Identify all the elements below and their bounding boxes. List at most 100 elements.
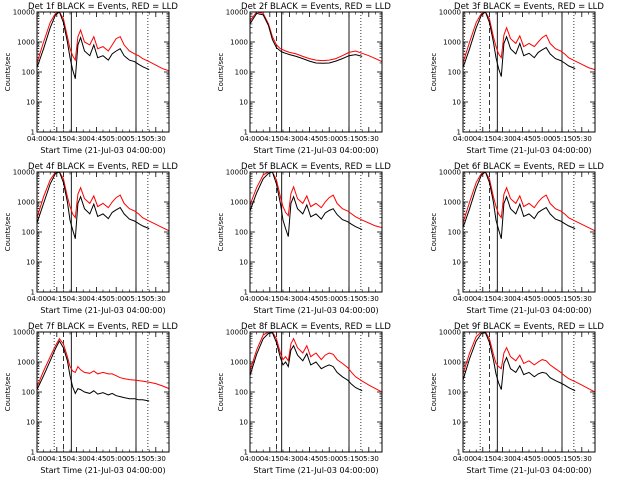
x-tick-label: 05:15: [339, 135, 359, 143]
panel-6: Det 6f BLACK = Events, RED = LLD Counts/s…: [430, 162, 604, 315]
x-tick-label: 05:15: [339, 455, 359, 463]
x-tick-label: 05:30: [572, 455, 592, 463]
x-tick-label: 05:30: [146, 455, 166, 463]
series-line-events: [463, 12, 576, 77]
x-tick-label: 05:30: [359, 295, 379, 303]
x-tick-label: 05:00: [532, 455, 552, 463]
x-tick-label: 04:15: [260, 135, 280, 143]
x-tick-label: 05:15: [552, 135, 572, 143]
x-tick-label: 04:30: [493, 295, 513, 303]
y-tick-label: 10000: [439, 329, 461, 337]
x-tick-label: 05:15: [126, 455, 146, 463]
x-tick-label: 04:15: [47, 295, 67, 303]
y-tick-label: 10000: [439, 9, 461, 17]
x-tick-label: 05:30: [146, 295, 166, 303]
x-tick-label: 05:15: [339, 295, 359, 303]
y-tick-label: 1: [31, 289, 35, 297]
x-tick-label: 04:00: [27, 455, 47, 463]
y-tick-label: 10: [26, 419, 35, 427]
panel-title: Det 4f BLACK = Events, RED = LLD: [28, 162, 178, 172]
panel-title: Det 6f BLACK = Events, RED = LLD: [454, 162, 604, 172]
y-tick-label: 1: [31, 449, 35, 457]
x-tick-label: 04:15: [473, 455, 493, 463]
x-tick-label: 04:30: [280, 135, 300, 143]
y-tick-label: 100: [235, 229, 248, 237]
y-axis-label: Counts/sec: [217, 53, 225, 92]
x-tick-label: 04:15: [47, 135, 67, 143]
y-tick-label: 10: [452, 259, 461, 267]
series-line-events: [37, 172, 150, 239]
x-tick-label: 04:45: [86, 295, 106, 303]
plot-frame: [249, 171, 383, 293]
x-tick-label: 04:45: [299, 135, 319, 143]
y-tick-label: 1: [31, 129, 35, 137]
x-tick-label: 04:30: [280, 455, 300, 463]
y-tick-label: 1000: [230, 39, 248, 47]
x-tick-label: 05:00: [106, 295, 126, 303]
y-tick-label: 10000: [439, 169, 461, 177]
series-line-lld: [37, 12, 169, 72]
y-tick-label: 1000: [17, 199, 35, 207]
y-tick-label: 1000: [17, 39, 35, 47]
y-tick-label: 1: [244, 449, 248, 457]
panel-7: Det 7f BLACK = Events, RED = LLD Counts/s…: [4, 322, 178, 475]
x-tick-label: 04:30: [493, 455, 513, 463]
x-tick-label: 04:00: [240, 455, 260, 463]
series-line-lld: [463, 12, 595, 71]
x-axis-label: Start Time (21-Jul-03 04:00:00): [40, 466, 165, 475]
series-line-lld: [250, 332, 382, 393]
x-tick-label: 04:00: [453, 295, 473, 303]
y-tick-label: 10000: [13, 169, 35, 177]
series-line-lld: [250, 172, 382, 229]
y-tick-label: 10: [452, 99, 461, 107]
x-tick-label: 05:30: [572, 135, 592, 143]
series-line-events: [250, 332, 363, 392]
x-tick-label: 05:15: [126, 295, 146, 303]
y-tick-label: 1: [457, 289, 461, 297]
x-tick-label: 05:00: [319, 135, 339, 143]
x-axis-label: Start Time (21-Jul-03 04:00:00): [40, 146, 165, 155]
panel-title: Det 8f BLACK = Events, RED = LLD: [241, 322, 391, 332]
y-tick-label: 10000: [226, 9, 248, 17]
y-axis-label: Counts/sec: [430, 53, 438, 92]
y-tick-label: 10000: [13, 9, 35, 17]
y-tick-label: 10000: [226, 329, 248, 337]
x-tick-label: 04:45: [86, 455, 106, 463]
plot-frame: [249, 11, 383, 133]
y-tick-label: 10: [26, 99, 35, 107]
x-tick-label: 05:15: [552, 295, 572, 303]
series-line-lld: [463, 172, 595, 232]
y-tick-label: 100: [22, 389, 35, 397]
x-tick-label: 04:30: [280, 295, 300, 303]
y-axis-label: Counts/sec: [430, 373, 438, 412]
x-tick-label: 05:15: [552, 455, 572, 463]
panel-title: Det 3f BLACK = Events, RED = LLD: [454, 2, 604, 12]
series-line-events: [463, 172, 576, 239]
x-axis-label: Start Time (21-Jul-03 04:00:00): [466, 146, 591, 155]
x-tick-label: 05:00: [106, 135, 126, 143]
panel-1: Det 1f BLACK = Events, RED = LLD Counts/s…: [4, 2, 178, 155]
series-line-events: [37, 12, 150, 79]
x-tick-label: 04:15: [260, 455, 280, 463]
x-axis-label: Start Time (21-Jul-03 04:00:00): [466, 466, 591, 475]
x-tick-label: 04:15: [47, 455, 67, 463]
x-tick-label: 05:30: [146, 135, 166, 143]
x-tick-label: 04:00: [453, 135, 473, 143]
y-tick-label: 10: [239, 419, 248, 427]
x-tick-label: 04:30: [67, 295, 87, 303]
y-axis-label: Counts/sec: [217, 373, 225, 412]
y-axis-label: Counts/sec: [4, 53, 12, 92]
series-line-lld: [37, 172, 169, 232]
y-tick-label: 1: [457, 449, 461, 457]
x-tick-label: 05:00: [106, 455, 126, 463]
x-tick-label: 04:00: [453, 455, 473, 463]
x-tick-label: 04:45: [512, 295, 532, 303]
x-tick-label: 04:30: [67, 455, 87, 463]
y-tick-label: 1: [244, 129, 248, 137]
x-axis-label: Start Time (21-Jul-03 04:00:00): [253, 466, 378, 475]
x-tick-label: 04:45: [86, 135, 106, 143]
y-tick-label: 1000: [443, 39, 461, 47]
series-line-lld: [250, 12, 382, 63]
x-axis-label: Start Time (21-Jul-03 04:00:00): [253, 306, 378, 315]
